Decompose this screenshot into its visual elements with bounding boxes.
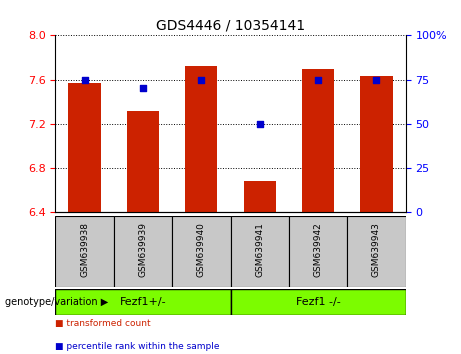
Text: Fezf1 -/-: Fezf1 -/-: [296, 297, 341, 307]
Bar: [243, 181, 276, 212]
Bar: [361, 76, 393, 212]
Text: ■ transformed count: ■ transformed count: [55, 319, 151, 327]
Text: GSM639938: GSM639938: [80, 222, 89, 278]
Point: [139, 86, 147, 91]
Text: genotype/variation ▶: genotype/variation ▶: [5, 297, 108, 307]
Bar: [55, 289, 230, 315]
Point: [198, 77, 205, 82]
Bar: [55, 216, 114, 287]
Title: GDS4446 / 10354141: GDS4446 / 10354141: [156, 19, 305, 33]
Bar: [230, 289, 406, 315]
Bar: [114, 216, 172, 287]
Bar: [69, 83, 100, 212]
Text: GSM639942: GSM639942: [313, 223, 323, 277]
Bar: [289, 216, 347, 287]
Text: GSM639943: GSM639943: [372, 222, 381, 278]
Bar: [230, 216, 289, 287]
Bar: [302, 69, 334, 212]
Bar: [347, 216, 406, 287]
Point: [373, 77, 380, 82]
Point: [256, 121, 263, 127]
Text: Fezf1+/-: Fezf1+/-: [119, 297, 166, 307]
Bar: [127, 110, 159, 212]
Text: ■ percentile rank within the sample: ■ percentile rank within the sample: [55, 342, 220, 350]
Bar: [185, 66, 218, 212]
Point: [314, 77, 322, 82]
Text: GSM639941: GSM639941: [255, 222, 264, 278]
Text: GSM639939: GSM639939: [138, 222, 148, 278]
Bar: [172, 216, 230, 287]
Text: GSM639940: GSM639940: [197, 222, 206, 278]
Point: [81, 77, 88, 82]
